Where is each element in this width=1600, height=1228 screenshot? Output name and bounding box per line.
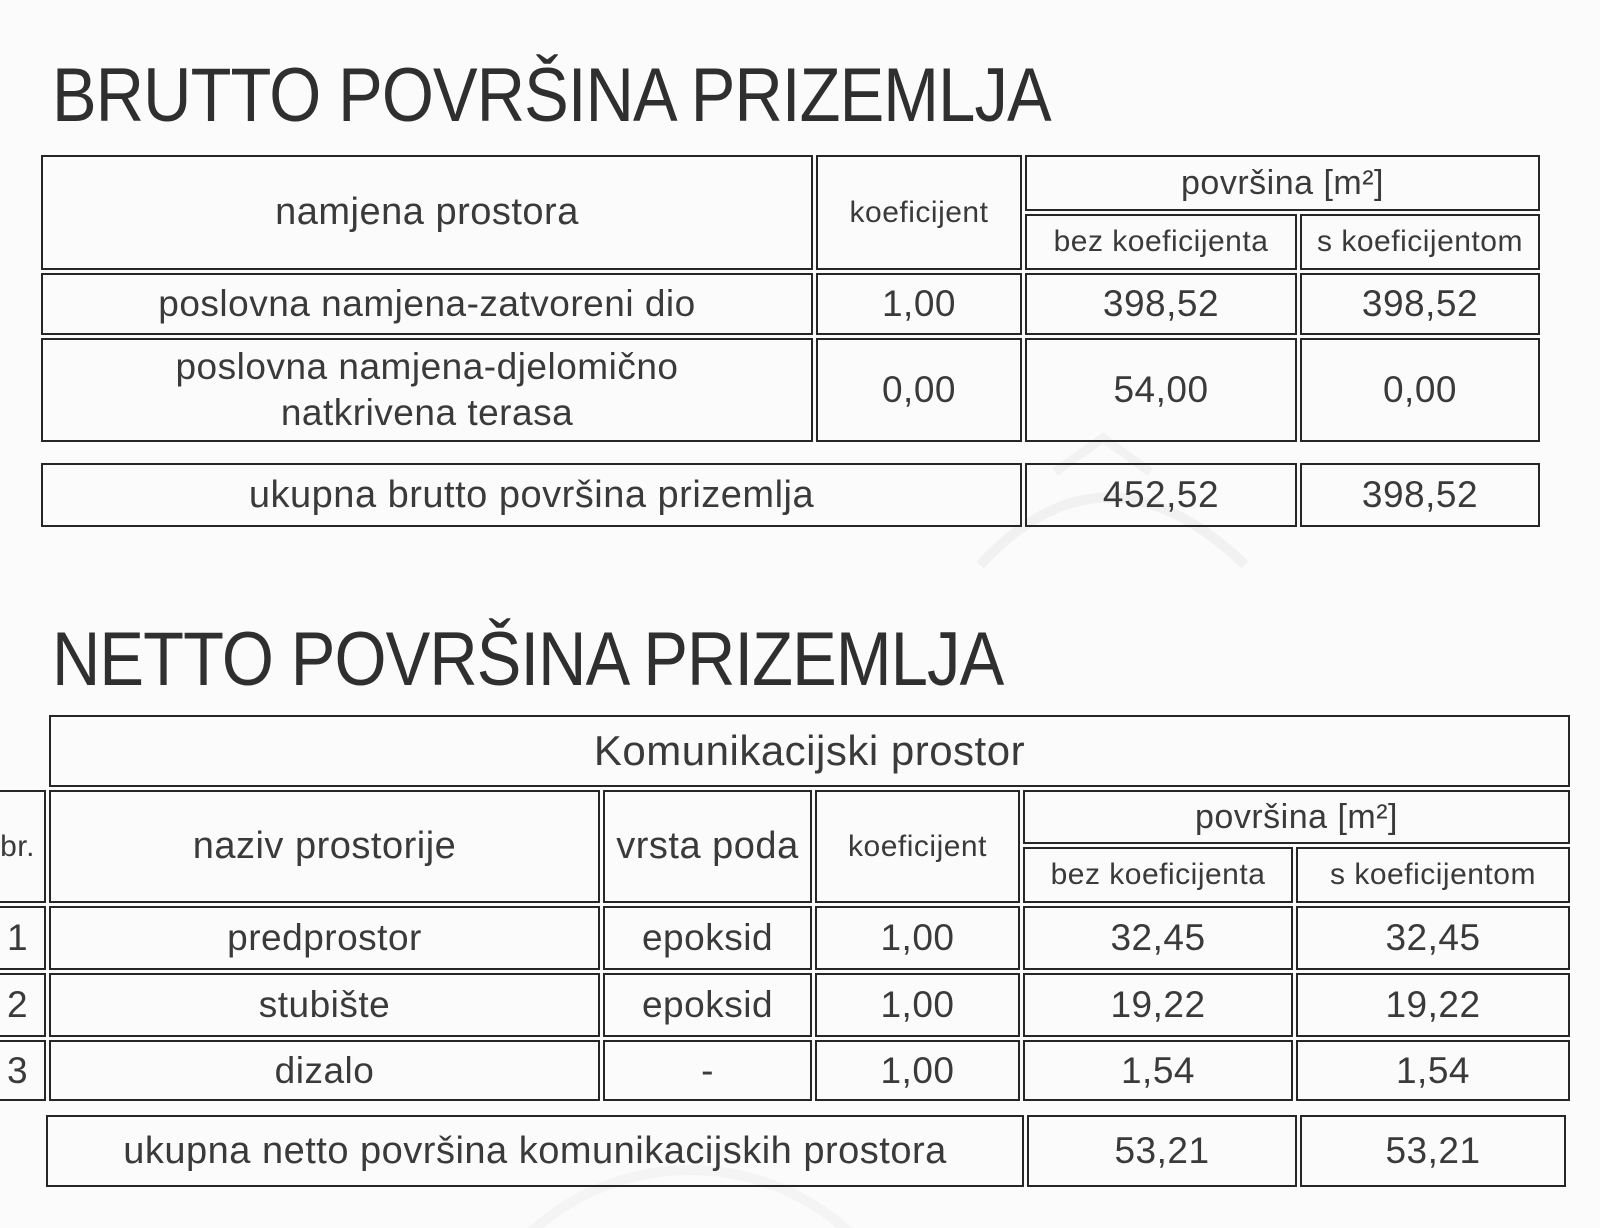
table-row: ukupna brutto površina prizemlja 452,52 …	[41, 463, 1540, 527]
cell-s-koeficijentom: 0,00	[1300, 338, 1540, 442]
cell-koeficijent: 1,00	[815, 973, 1020, 1037]
cell-koeficijent: 1,00	[815, 1040, 1020, 1101]
cell-s-koeficijentom: 398,52	[1300, 273, 1540, 335]
page-title-netto: NETTO POVRŠINA PRIZEMLJA	[52, 617, 1004, 702]
cell-namjena: poslovna namjena-zatvoreni dio	[41, 273, 813, 335]
total-label: ukupna brutto površina prizemlja	[41, 463, 1022, 527]
column-header-namjena: namjena prostora	[41, 155, 813, 270]
cell-naziv: dizalo	[49, 1040, 600, 1101]
cell-bez-koeficijenta: 398,52	[1025, 273, 1297, 335]
page-title-brutto: BRUTTO POVRŠINA PRIZEMLJA	[52, 53, 1052, 138]
brutto-total-table: ukupna brutto površina prizemlja 452,52 …	[38, 460, 1543, 530]
column-header-vrsta-poda: vrsta poda	[603, 790, 812, 903]
cell-br: 1	[0, 906, 46, 970]
cell-br: 2	[0, 973, 46, 1037]
column-header-naziv: naziv prostorije	[49, 790, 600, 903]
column-header-bez-koeficijenta: bez koeficijenta	[1023, 847, 1293, 903]
cell-koeficijent: 0,00	[816, 338, 1022, 442]
total-s-koeficijentom: 53,21	[1300, 1115, 1566, 1187]
cell-bez-koeficijenta: 54,00	[1025, 338, 1297, 442]
cell-koeficijent: 1,00	[816, 273, 1022, 335]
netto-table: Komunikacijski prostor br. naziv prostor…	[0, 712, 1573, 1104]
cell-naziv: predprostor	[49, 906, 600, 970]
total-label: ukupna netto površina komunikacijskih pr…	[46, 1115, 1024, 1187]
table-row: poslovna namjena-djelomično natkrivena t…	[41, 338, 1540, 442]
cell-naziv: stubište	[49, 973, 600, 1037]
column-header-povrsina: površina [m²]	[1023, 790, 1570, 844]
cell-koeficijent: 1,00	[815, 906, 1020, 970]
table-row: namjena prostora koeficijent površina [m…	[41, 155, 1540, 270]
cell-namjena: poslovna namjena-djelomično natkrivena t…	[41, 338, 813, 442]
brutto-table: namjena prostora koeficijent površina [m…	[38, 152, 1543, 445]
column-header-koeficijent: koeficijent	[816, 155, 1022, 270]
cell-br: 3	[0, 1040, 46, 1101]
column-header-s-koeficijentom: s koeficijentom	[1300, 214, 1540, 270]
table-row: poslovna namjena-zatvoreni dio 1,00 398,…	[41, 273, 1540, 335]
cell-s-koeficijentom: 1,54	[1296, 1040, 1570, 1101]
table-row: bez koeficijenta s koeficijentom	[41, 214, 1540, 270]
cell-vrsta-poda: epoksid	[603, 906, 812, 970]
table-row: 3 dizalo - 1,00 1,54 1,54	[0, 1040, 1570, 1101]
table-row: ukupna netto površina komunikacijskih pr…	[46, 1115, 1566, 1187]
cell-s-koeficijentom: 19,22	[1296, 973, 1570, 1037]
table-row: bez koeficijenta s koeficijentom	[0, 847, 1570, 903]
cell-bez-koeficijenta: 19,22	[1023, 973, 1293, 1037]
table-row: Komunikacijski prostor	[0, 715, 1570, 787]
cell-vrsta-poda: epoksid	[603, 973, 812, 1037]
column-header-koeficijent: koeficijent	[815, 790, 1020, 903]
table-row: 1 predprostor epoksid 1,00 32,45 32,45	[0, 906, 1570, 970]
column-header-br: br.	[0, 790, 46, 903]
total-bez-koeficijenta: 53,21	[1027, 1115, 1297, 1187]
column-header-bez-koeficijenta: bez koeficijenta	[1025, 214, 1297, 270]
cell-vrsta-poda: -	[603, 1040, 812, 1101]
cell-bez-koeficijenta: 1,54	[1023, 1040, 1293, 1101]
total-s-koeficijentom: 398,52	[1300, 463, 1540, 527]
total-bez-koeficijenta: 452,52	[1025, 463, 1297, 527]
cell-s-koeficijentom: 32,45	[1296, 906, 1570, 970]
table-row: br. naziv prostorije vrsta poda koeficij…	[0, 790, 1570, 903]
column-header-s-koeficijentom: s koeficijentom	[1296, 847, 1570, 903]
column-header-povrsina: površina [m²]	[1025, 155, 1540, 211]
table-row: 2 stubište epoksid 1,00 19,22 19,22	[0, 973, 1570, 1037]
cell-text: poslovna namjena-djelomično natkrivena t…	[175, 345, 679, 433]
cell-bez-koeficijenta: 32,45	[1023, 906, 1293, 970]
header-spacer	[0, 715, 46, 787]
netto-total-table: ukupna netto površina komunikacijskih pr…	[43, 1112, 1569, 1190]
group-header: Komunikacijski prostor	[49, 715, 1570, 787]
